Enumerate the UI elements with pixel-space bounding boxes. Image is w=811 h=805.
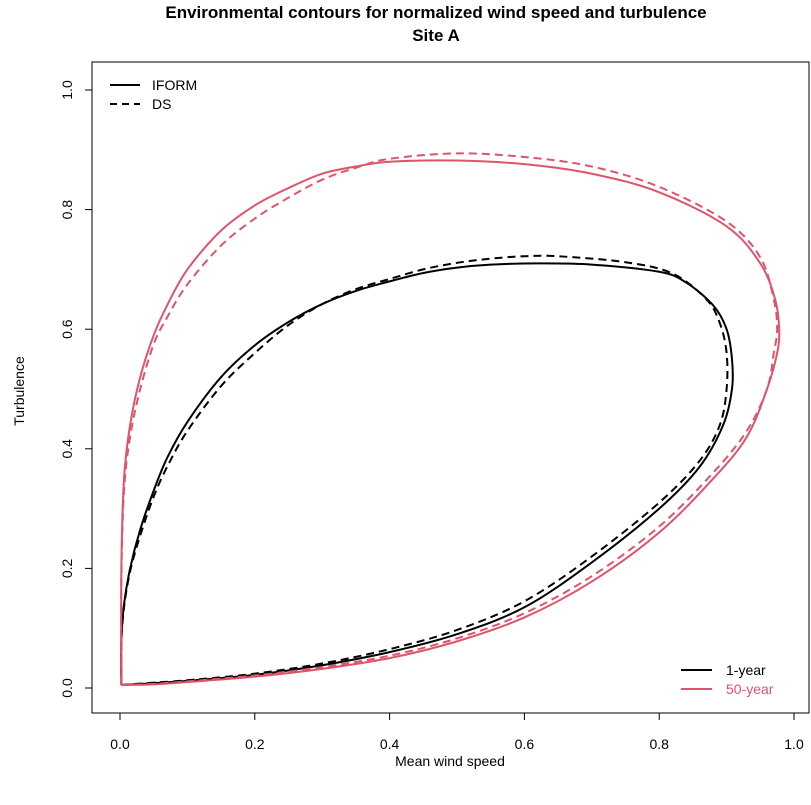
y-tick-label: 0.2 (59, 558, 75, 578)
legend-1-year-label: 1-year (726, 662, 766, 678)
y-axis-label: Turbulence (11, 356, 27, 426)
legend-period: 1-year 50-year (681, 662, 774, 697)
contour-iform-1-year (120, 262, 734, 687)
x-tick-label: 0.6 (515, 736, 535, 752)
y-tick-label: 0.4 (59, 439, 75, 459)
x-tick-label: 0.0 (110, 736, 130, 752)
x-tick-label: 0.8 (649, 736, 669, 752)
x-tick-label: 0.4 (380, 736, 400, 752)
series-layer (120, 152, 781, 687)
contour-ds-50-year (120, 152, 779, 687)
legend-50-year-label: 50-year (726, 681, 774, 697)
y-tick-label: 0.0 (59, 678, 75, 698)
legend-linetype: IFORM DS (110, 77, 197, 112)
chart-title: Environmental contours for normalized wi… (165, 3, 706, 22)
x-tick-label: 0.2 (245, 736, 265, 752)
contour-ds-1-year (120, 254, 729, 687)
y-tick-label: 1.0 (59, 80, 75, 100)
chart-subtitle: Site A (412, 26, 460, 45)
legend-ds-label: DS (152, 96, 171, 112)
y-tick-label: 0.6 (59, 319, 75, 339)
x-tick-label: 1.0 (784, 736, 804, 752)
contour-iform-50-year (120, 159, 781, 687)
y-tick-label: 0.8 (59, 200, 75, 220)
legend-iform-label: IFORM (152, 77, 197, 93)
x-axis: 0.0 0.2 0.4 0.6 0.8 1.0 (110, 712, 804, 752)
y-axis: 0.0 0.2 0.4 0.6 0.8 1.0 (59, 80, 93, 698)
x-axis-label: Mean wind speed (395, 753, 505, 769)
